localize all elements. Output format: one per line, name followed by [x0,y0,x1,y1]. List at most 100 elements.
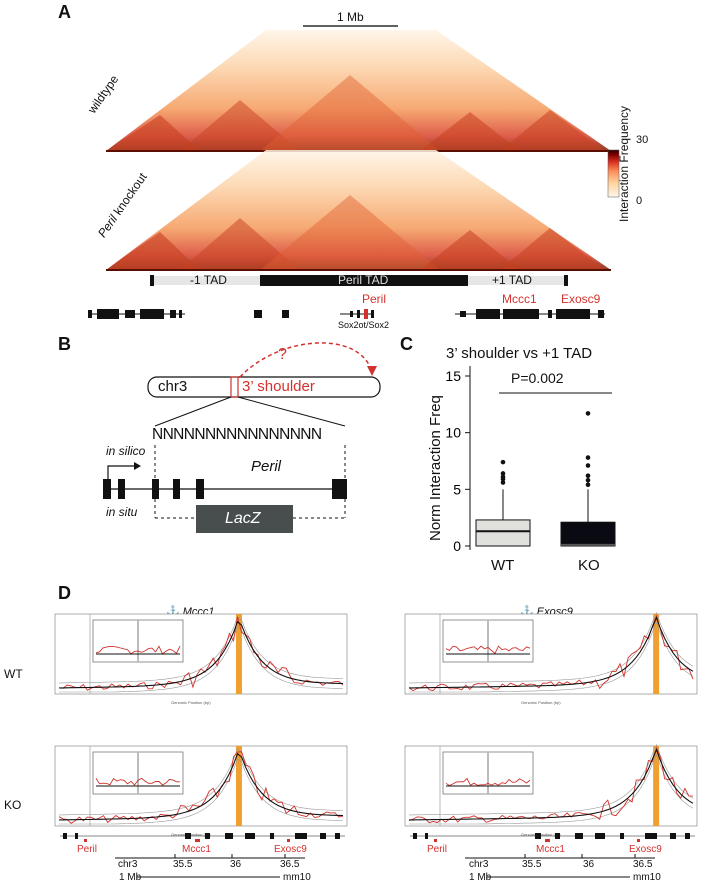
d-gene-track-1 [410,833,695,842]
plot-xlabel-mccc1-wt: Genomic Position (bp) [171,700,211,705]
d-gene-block-1-8 [670,833,676,839]
d-gene-exosc9-right: Exosc9 [629,844,662,855]
gene-label-peril: Peril [362,292,387,306]
trace-black-mccc1-wt [59,620,344,689]
row-label-wt: WT [4,667,23,681]
axis-tick-2: 36 [230,859,242,870]
gene-track-a [88,309,605,319]
panel-a-letter: A [58,2,71,22]
d-gene-block-1-0 [413,833,417,839]
chromosome-shape [147,376,381,398]
interaction-arrow [239,342,373,378]
box-title: 3’ shoulder vs +1 TAD [446,345,593,362]
trace-red-exosc9-wt [408,614,694,692]
d-peril-mark-0 [84,839,87,842]
axis-tick-2-r: 36 [583,859,595,870]
d-gene-block-0-3 [205,833,210,839]
trace-red-mccc1-wt [58,616,344,691]
lacz-label: LacZ [225,510,261,527]
axis-tick-3: 36.5 [280,859,300,870]
question-mark: ? [278,346,287,363]
axis-build: mm10 [283,872,311,883]
hic-heatmap-knockout [106,150,611,271]
panel-d-letter: D [58,583,71,603]
y-tick-label-0: 0 [453,538,461,554]
axis-tick-1-r: 35.5 [522,859,542,870]
colorbar-min: 0 [636,195,643,207]
d-gene-block-0-6 [270,833,274,839]
gene-label-sox2: Sox2ot/Sox2 [338,320,390,330]
d-gene-exosc9-left: Exosc9 [274,844,307,855]
viewpoint-bar-exosc9-wt [653,614,660,694]
viewpoint-bar-mccc1-ko [235,746,242,826]
inset-trace-mccc1-wt [95,645,181,655]
y-tick-label-1: 5 [453,481,461,497]
d-gene-block-0-1 [75,833,78,839]
d-gene-block-0-9 [335,833,340,839]
d-gene-peril-left: Peril [77,844,98,855]
axis-tick-1: 35.5 [173,859,193,870]
d-gene-block-0-8 [320,833,326,839]
panel-b-letter: B [58,334,71,354]
outlier-KO-1 [585,477,591,483]
hic-heatmap-wildtype [106,30,611,152]
box-WT [475,519,531,547]
d-gene-mccc1-right: Mccc1 [536,844,565,855]
trace-black-exosc9-ko [409,748,694,821]
pvalue-label: P=0.002 [511,370,564,386]
d-gene-peril-right: Peril [427,844,448,855]
axis-chrom-r: chr3 [469,859,489,870]
plot-mccc1-wt: Genomic Position (bp) [54,613,348,705]
plot-mccc1-ko: Genomic Position (bp) [54,745,348,837]
d-mccc1-mark-0 [195,839,200,842]
trace-lower-exosc9-wt [409,621,694,693]
n-string: NNNNNNNNNNNNNNNN [152,426,322,443]
d-exosc9-mark-1 [637,839,640,842]
in-situ-label: in situ [106,505,138,519]
outlier-KO-0 [585,482,591,488]
d-gene-block-1-4 [575,833,583,839]
d-gene-block-0-2 [185,833,191,839]
outlier-KO-4 [585,455,591,460]
d-gene-block-1-5 [595,833,605,839]
inset-trace-exosc9-ko [445,777,531,787]
trace-lower-mccc1-wt [59,626,344,693]
d-gene-block-1-9 [685,833,690,839]
viewpoint-bar-mccc1-wt [235,614,242,694]
trace-lower-exosc9-ko [409,753,694,825]
inset-trace-mccc1-ko [95,777,180,786]
d-gene-block-1-3 [555,833,560,839]
plot-xlabel-exosc9-wt: Genomic Position (bp) [521,700,561,705]
outlier-KO-3 [585,463,591,468]
colorbar-max: 30 [636,134,649,146]
outlier-KO-5 [585,411,591,416]
tad-track [150,275,568,286]
scale-bar-label: 1 Mb [337,10,364,24]
d-gene-block-1-6 [620,833,624,839]
y-tick-label-3: 15 [445,368,461,384]
tad-minus1-label: -1 TAD [190,273,227,287]
plot-exosc9-ko: Genomic Position (bp) [404,743,698,837]
trace-red-exosc9-ko [408,746,694,824]
plot-exosc9-wt: Genomic Position (bp) [404,611,698,705]
viewpoint-bar-exosc9-ko [653,746,660,826]
inset-trace-exosc9-wt [445,645,531,655]
outlier-WT-2 [500,474,506,480]
lacz-box [196,505,293,533]
axis-scale-r: 1 Mb [469,872,492,883]
trace-upper-mccc1-ko [59,748,344,816]
trace-black-exosc9-wt [409,616,694,689]
outlier-KO-2 [585,473,591,479]
colorbar [607,149,620,198]
d-gene-block-0-0 [63,833,67,839]
box-KO [560,521,616,547]
d-gene-block-0-5 [245,833,255,839]
gene-label-exosc9: Exosc9 [561,292,601,306]
trace-upper-exosc9-ko [409,743,694,816]
chrom-label: chr3 [158,378,188,395]
y-tick-label-2: 10 [445,425,461,441]
peril-gene-label: Peril [251,458,282,475]
